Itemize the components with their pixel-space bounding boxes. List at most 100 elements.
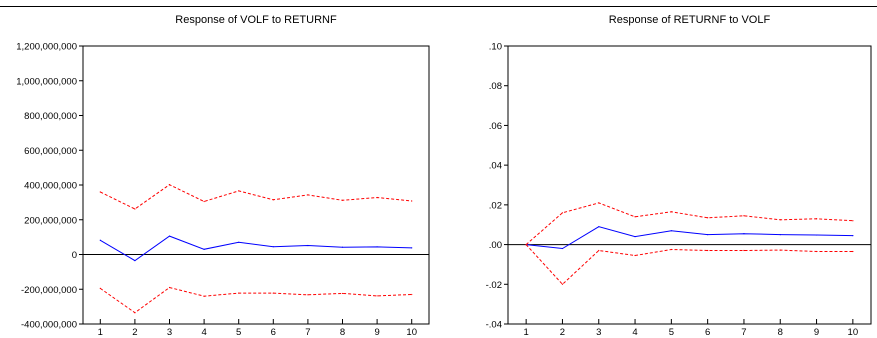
x-tick-label: 4 (201, 327, 206, 338)
data-point-response (307, 244, 309, 247)
x-tick-label: 8 (778, 327, 783, 338)
data-point-lower-band (99, 287, 101, 289)
y-tick-label: .04 (489, 161, 502, 172)
data-point-upper-band (238, 190, 240, 192)
x-tick-label: 1 (524, 327, 529, 338)
series-line-response (100, 235, 412, 262)
x-tick-label: 10 (406, 327, 417, 338)
top-border-line (0, 6, 877, 7)
data-point-response (561, 247, 564, 250)
data-point-lower-band (743, 249, 745, 252)
y-tick-label: -400,000,000 (21, 320, 77, 331)
data-point-lower-band (203, 295, 205, 297)
x-tick-label: 4 (632, 327, 637, 338)
data-point-lower-band (376, 295, 378, 297)
data-point-response (743, 233, 745, 235)
data-point-upper-band (168, 184, 171, 186)
y-tick-label: .10 (489, 42, 502, 53)
data-point-upper-band (307, 194, 309, 196)
y-tick-label: 600,000,000 (24, 146, 77, 157)
data-point-upper-band (272, 199, 274, 201)
x-tick-label: 9 (374, 327, 379, 338)
x-tick-label: 9 (814, 327, 819, 338)
data-point-lower-band (411, 293, 413, 296)
x-tick-label: 3 (167, 327, 172, 338)
data-point-response (852, 235, 854, 237)
chart-2: Response of RETURNF to VOLF -.04 -.02 .00 .0… (486, 14, 872, 338)
data-point-lower-band (341, 292, 344, 295)
data-point-upper-band (707, 217, 709, 219)
data-point-lower-band (561, 283, 564, 285)
data-point-upper-band (598, 202, 600, 204)
data-point-lower-band (707, 249, 709, 252)
data-point-upper-band (634, 216, 636, 218)
y-tick-label: .02 (489, 200, 502, 211)
chart-1: Response of VOLF to RETURNF -400,000,000 -… (16, 14, 430, 338)
series-line-lower-band (525, 244, 853, 286)
y-tick-label: 800,000,000 (24, 111, 77, 122)
data-point-response (598, 226, 600, 228)
y-tick-label: 1,000,000,000 (16, 76, 77, 87)
y-tick-label: -.04 (486, 320, 502, 331)
data-point-lower-band (634, 254, 636, 257)
x-tick-label: 3 (596, 327, 601, 338)
data-point-upper-band (134, 208, 136, 210)
data-point-lower-band (238, 292, 240, 294)
x-tick-label: 8 (340, 327, 345, 338)
series-line-upper-band (100, 184, 412, 210)
data-point-upper-band (376, 196, 378, 199)
x-tick-label: 5 (669, 327, 674, 338)
data-point-upper-band (341, 199, 344, 201)
data-point-lower-band (134, 312, 136, 314)
y-tick-label: -.02 (486, 280, 502, 291)
chart-title: Response of VOLF to RETURNF (175, 14, 337, 26)
x-tick-label: 7 (305, 327, 310, 338)
data-point-response (779, 234, 781, 236)
data-point-response (815, 234, 818, 236)
data-point-response (634, 236, 636, 238)
data-point-upper-band (561, 212, 564, 214)
data-point-upper-band (743, 215, 745, 217)
y-tick-label: -200,000,000 (21, 285, 77, 296)
y-tick-label: .08 (489, 81, 502, 92)
data-point-upper-band (99, 191, 101, 193)
y-tick-label: 1,200,000,000 (16, 42, 77, 53)
data-point-response (707, 234, 709, 236)
data-point-lower-band (779, 249, 781, 251)
data-point-lower-band (168, 286, 171, 289)
series-line-upper-band (525, 202, 853, 245)
data-point-response (670, 230, 672, 232)
data-point-lower-band (670, 248, 672, 251)
chart-title: Response of RETURNF to VOLF (609, 14, 771, 26)
x-tick-label: 2 (132, 327, 137, 338)
data-point-upper-band (203, 200, 205, 203)
data-point-upper-band (852, 220, 854, 222)
y-tick-label: 0 (72, 250, 77, 261)
data-point-lower-band (815, 250, 818, 253)
x-tick-label: 6 (271, 327, 276, 338)
y-tick-label: 400,000,000 (24, 181, 77, 192)
plot-frame (507, 45, 872, 325)
series-line-response (526, 226, 853, 250)
data-point-lower-band (307, 294, 309, 296)
plot-frame (82, 45, 430, 325)
x-tick-label: 1 (98, 327, 103, 338)
data-point-lower-band (272, 292, 274, 294)
y-tick-label: .00 (489, 240, 502, 251)
x-tick-label: 7 (741, 327, 746, 338)
data-point-response (411, 247, 413, 249)
data-point-response (99, 239, 101, 241)
series-line-lower-band (100, 286, 412, 314)
data-point-upper-band (779, 219, 781, 221)
data-point-response (238, 241, 240, 243)
data-point-lower-band (525, 243, 527, 246)
x-tick-label: 2 (560, 327, 565, 338)
data-point-response (376, 246, 378, 248)
data-point-upper-band (670, 211, 672, 213)
data-point-upper-band (815, 218, 818, 220)
x-tick-label: 6 (705, 327, 710, 338)
data-point-response (341, 246, 344, 248)
x-tick-label: 5 (236, 327, 241, 338)
data-point-lower-band (852, 250, 854, 253)
